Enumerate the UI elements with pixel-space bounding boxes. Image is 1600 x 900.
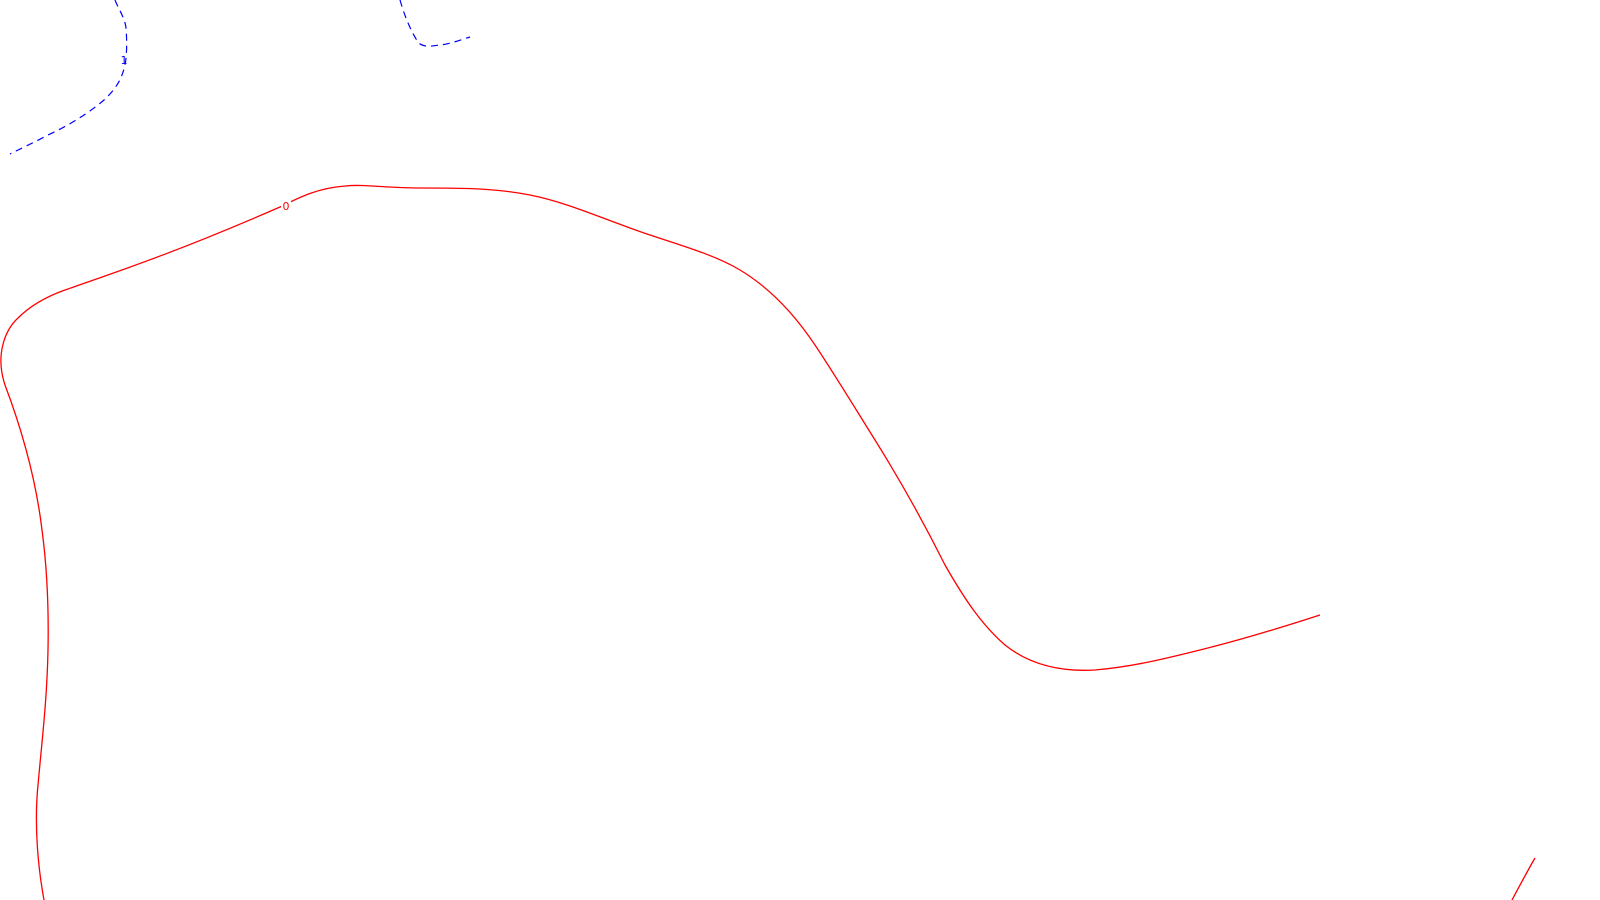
- contour-line-red-corner: [1511, 857, 1536, 900]
- contour-label-blue: 1: [121, 54, 128, 67]
- contour-line-blue-left: [9, 0, 128, 155]
- contour-label-red-gap: [281, 198, 291, 212]
- contour-line-blue-top: [399, 0, 471, 47]
- contour-label-red: 0: [283, 200, 290, 213]
- contour-line-red-main: [0, 184, 1321, 900]
